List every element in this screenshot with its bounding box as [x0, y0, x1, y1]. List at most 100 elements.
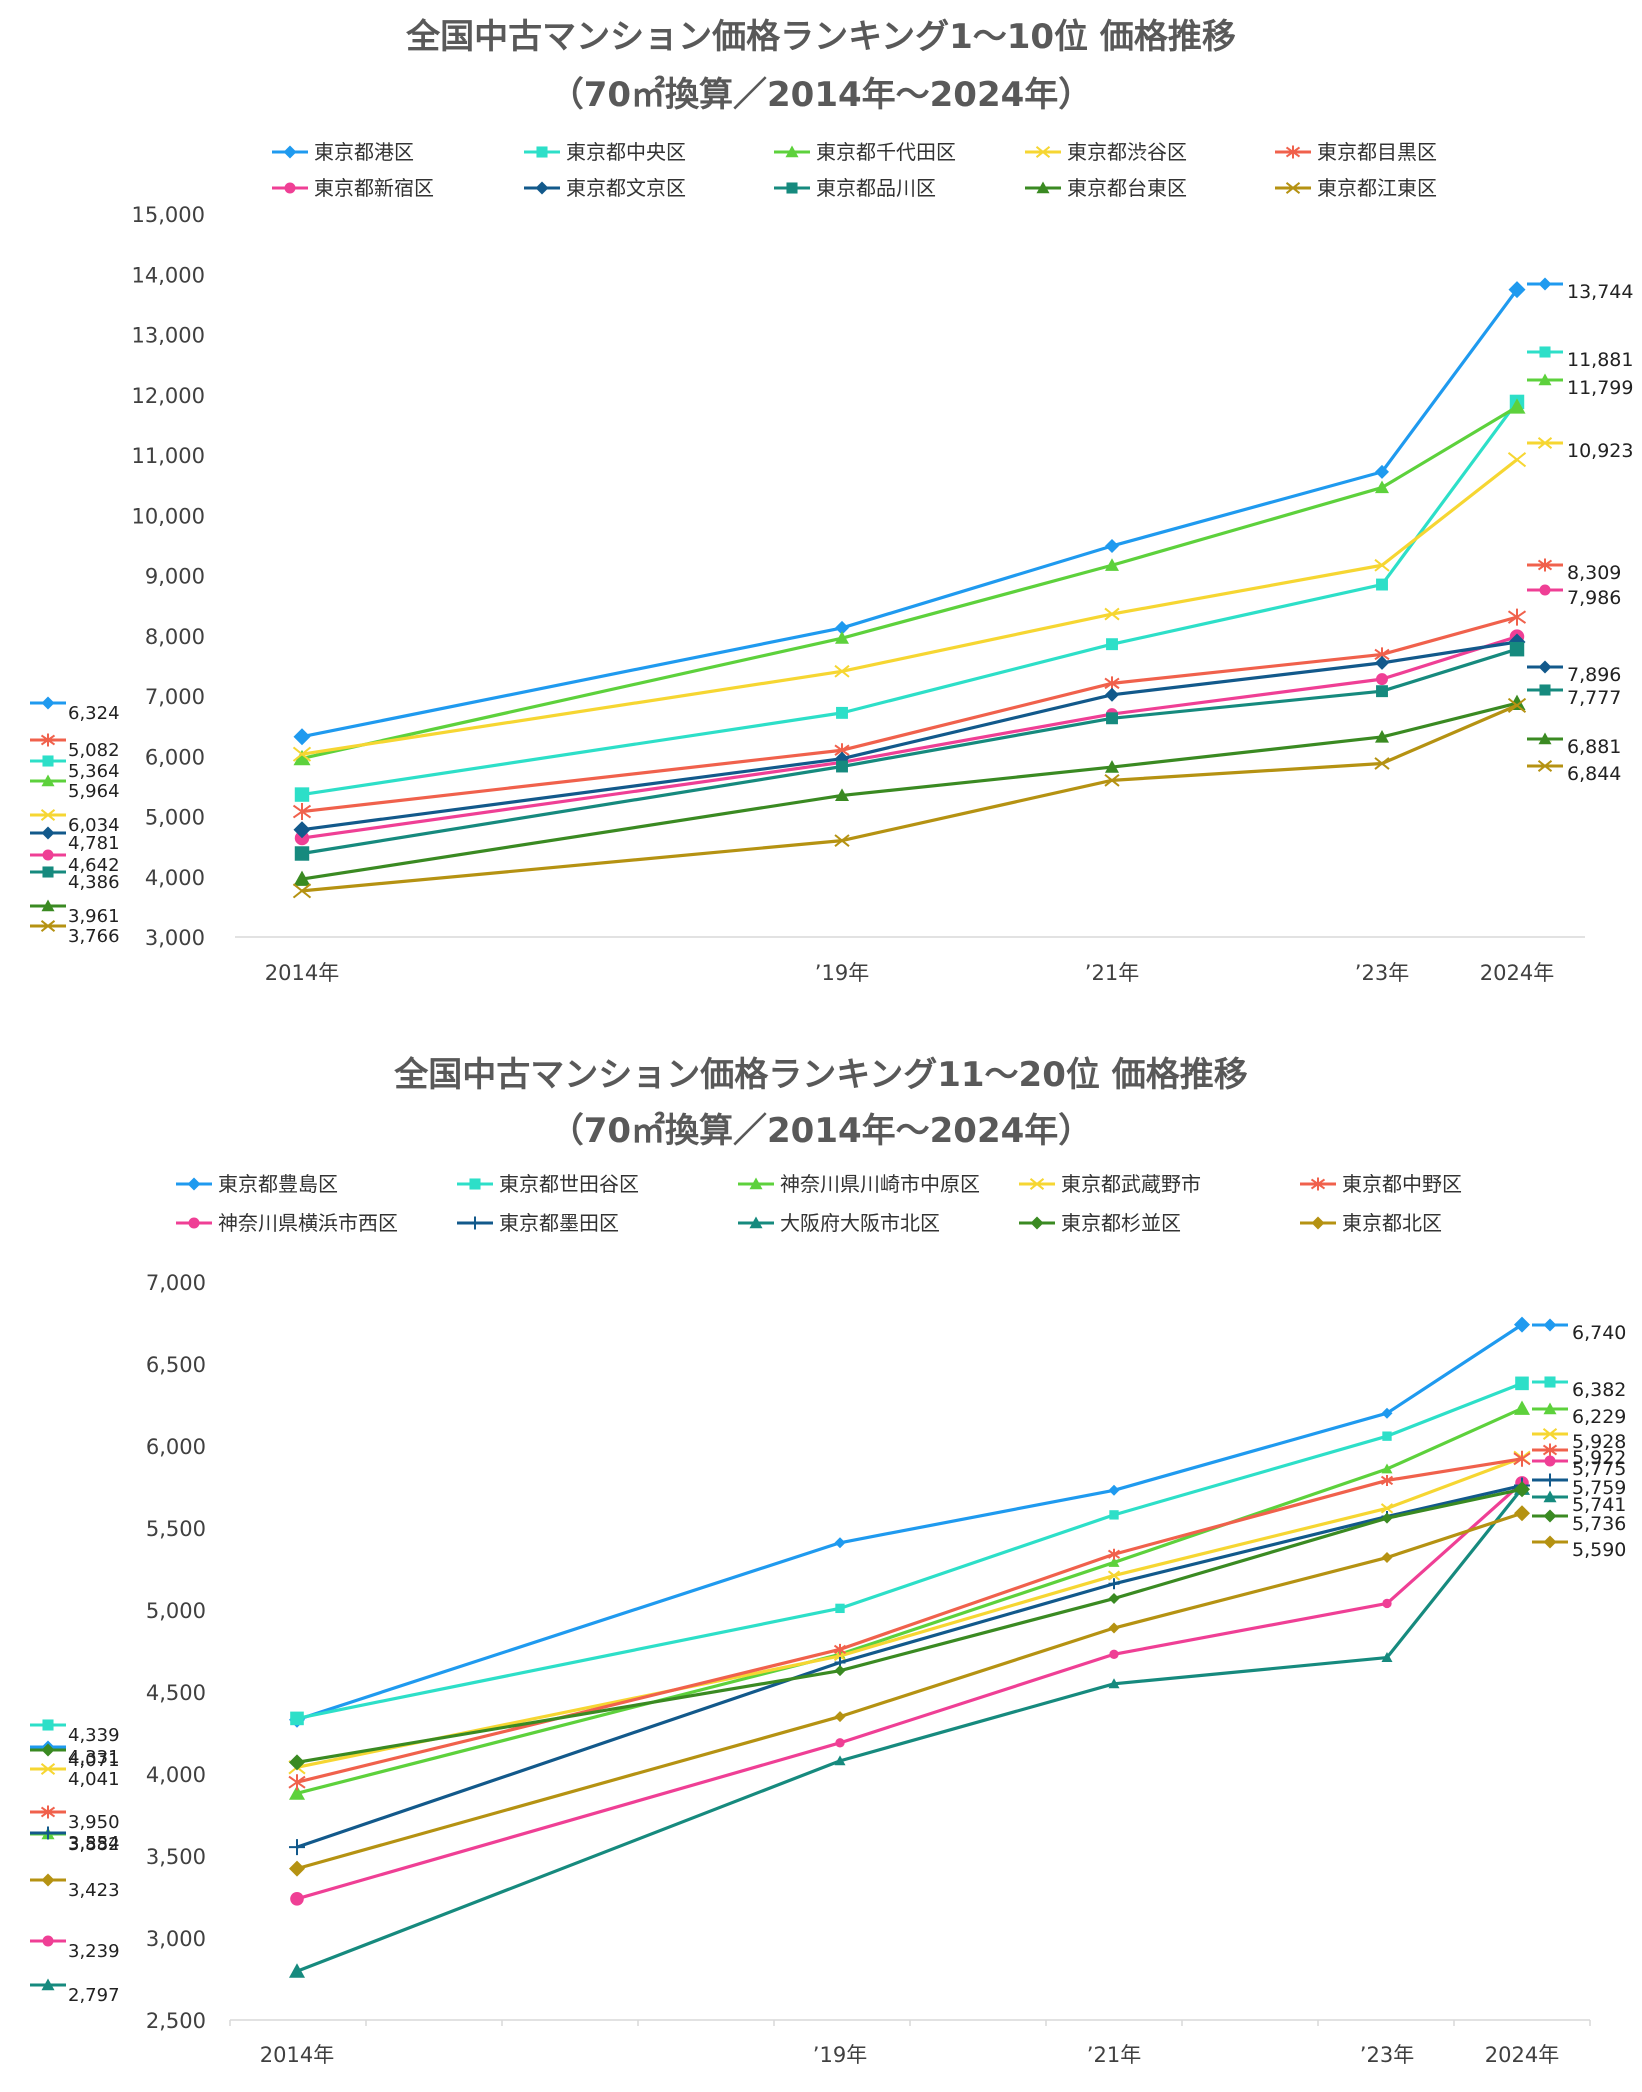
- end-value-label: 5,741: [1532, 1490, 1626, 1516]
- start-value-text: 3,950: [68, 1812, 120, 1833]
- data-point: [1108, 1678, 1120, 1689]
- data-point: [1108, 1578, 1120, 1590]
- legend-icon-marker: [1036, 181, 1050, 194]
- end-value-label: 7,777: [1527, 684, 1621, 709]
- y-tick-label: 8,000: [145, 625, 205, 649]
- end-value-text: 13,744: [1567, 281, 1633, 303]
- start-value-label: 5,964: [30, 774, 120, 802]
- data-point: [1514, 1316, 1530, 1333]
- series-line-group: [293, 694, 1526, 886]
- legend-label: 神奈川県川崎市中原区: [780, 1172, 980, 1196]
- end-value-label: 13,744: [1527, 277, 1633, 303]
- start-value-label: 4,781: [30, 826, 120, 854]
- start-value-text: 3,882: [68, 1834, 120, 1855]
- start-value-label: 2,797: [30, 1978, 120, 2006]
- end-value-text: 5,590: [1572, 1539, 1626, 1561]
- start-label-icon-marker: [40, 733, 56, 747]
- start-label-icon-marker: [41, 774, 55, 787]
- legend-icon-marker: [1285, 145, 1301, 159]
- data-point: [835, 631, 849, 644]
- legend-icon-marker: [283, 145, 297, 159]
- y-tick-label: 14,000: [132, 263, 205, 287]
- data-point: [834, 664, 850, 678]
- data-point: [1105, 538, 1119, 553]
- data-point: [1514, 1505, 1530, 1522]
- legend-item: 東京都世田谷区: [457, 1172, 639, 1196]
- data-point: [1382, 1431, 1392, 1441]
- end-label-icon-marker: [1543, 1402, 1557, 1415]
- start-value-label: 5,082: [30, 733, 120, 761]
- legend-label: 東京都文京区: [566, 176, 686, 200]
- end-value-text: 11,799: [1567, 377, 1633, 399]
- end-value-label: 5,590: [1532, 1535, 1626, 1561]
- end-value-label: 5,922: [1532, 1443, 1626, 1469]
- data-point: [1108, 1593, 1120, 1605]
- end-value-label: 6,844: [1527, 760, 1621, 785]
- data-point: [1107, 1570, 1121, 1581]
- data-point: [1104, 607, 1120, 621]
- legend-item: 東京都墨田区: [457, 1211, 619, 1235]
- end-value-text: 5,759: [1572, 1477, 1626, 1499]
- start-value-text: 4,642: [68, 855, 120, 876]
- start-value-text: 3,554: [68, 1833, 120, 1854]
- data-point: [1507, 608, 1527, 626]
- end-label-icon-marker: [1537, 760, 1553, 772]
- end-value-text: 6,844: [1567, 763, 1621, 785]
- data-point: [289, 1839, 305, 1856]
- start-label-icon-marker: [42, 1719, 54, 1731]
- series-line-group: [290, 1476, 1529, 1906]
- data-point: [292, 883, 312, 899]
- start-label-icon-marker: [41, 1826, 55, 1840]
- end-label-icon-marker: [1537, 437, 1553, 449]
- data-point: [1374, 757, 1390, 770]
- start-label-icon-marker: [40, 1805, 56, 1819]
- data-point: [290, 1711, 304, 1726]
- legend-label: 大阪府大阪市北区: [780, 1211, 940, 1235]
- start-value-text: 5,364: [68, 761, 120, 782]
- start-label-icon-marker: [40, 1763, 56, 1775]
- legend-label: 東京都世田谷区: [499, 1172, 639, 1196]
- legend-label: 東京都中央区: [566, 140, 686, 164]
- data-point: [289, 1860, 305, 1877]
- y-tick-label: 5,000: [145, 806, 205, 830]
- legend-icon-marker: [1030, 1216, 1044, 1230]
- end-value-text: 6,740: [1572, 1322, 1626, 1344]
- start-label-icon-marker: [41, 1978, 55, 1991]
- end-label-icon-marker: [1538, 660, 1552, 674]
- legend-icon-marker: [1029, 1178, 1045, 1190]
- legend-item: 東京都目黒区: [1275, 140, 1437, 164]
- y-tick-label: 2,500: [146, 2009, 206, 2033]
- y-tick-label: 5,000: [146, 1599, 206, 1623]
- data-point: [835, 620, 849, 635]
- series-line: [301, 405, 1518, 760]
- legend-item: 東京都品川区: [774, 176, 936, 200]
- data-point: [289, 1785, 305, 1800]
- data-point: [1375, 480, 1389, 494]
- data-point: [1105, 760, 1119, 773]
- end-value-label: 6,382: [1532, 1376, 1626, 1401]
- legend-item: 神奈川県川崎市中原区: [738, 1172, 980, 1196]
- legend-icon-marker: [1311, 1216, 1325, 1230]
- end-label-icon-marker: [1543, 1318, 1557, 1332]
- end-value-label: 5,928: [1532, 1428, 1626, 1453]
- data-point: [1515, 1376, 1529, 1391]
- start-label-icon-marker: [41, 1873, 55, 1887]
- legend-label: 東京都杉並区: [1061, 1211, 1181, 1235]
- data-point: [834, 1755, 846, 1766]
- y-tick-label: 3,000: [145, 926, 205, 950]
- legend-item: 東京都港区: [272, 140, 414, 164]
- data-point: [834, 1711, 846, 1723]
- data-point: [1514, 1481, 1530, 1498]
- legend-icon-marker: [187, 1177, 201, 1191]
- data-point: [1376, 578, 1388, 591]
- end-value-text: 7,777: [1567, 687, 1621, 709]
- series-line: [296, 1483, 1523, 1849]
- data-point: [290, 1892, 304, 1906]
- end-label-icon-marker: [1539, 346, 1551, 358]
- legend-label: 東京都武蔵野市: [1061, 1172, 1201, 1196]
- start-value-label: 4,386: [30, 866, 120, 893]
- start-label-icon-marker: [42, 755, 54, 767]
- x-tick-label: ’23年: [1360, 2043, 1414, 2067]
- end-value-label: 11,881: [1527, 346, 1633, 371]
- legend-icon-marker: [749, 1216, 763, 1229]
